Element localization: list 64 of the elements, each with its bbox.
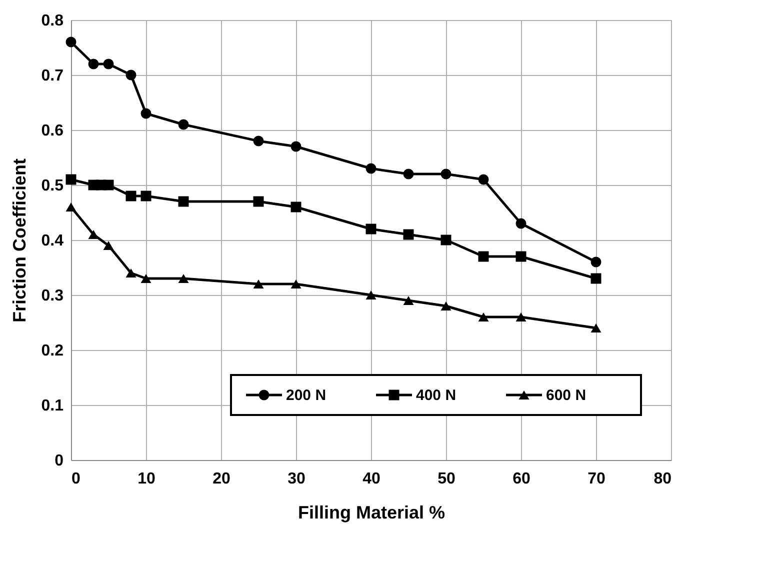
x-axis-title: Filling Material % [298,502,446,522]
point [140,108,152,119]
point [403,296,414,306]
point [253,196,264,207]
point [126,70,136,80]
y-tick-label: 0.5 [41,178,64,194]
x-tick-label: 60 [512,470,530,488]
point [178,274,189,284]
x-tick-label: 40 [362,470,380,488]
point [253,279,264,289]
y-tick-label: 0.8 [41,12,64,30]
y-tick-label: 0.4 [41,232,64,250]
point [290,202,302,212]
point [290,279,302,289]
point [103,58,114,70]
y-tick-label: 0.3 [41,288,64,304]
y-tick-label: 0.6 [41,122,64,140]
point [440,301,452,311]
point [290,141,302,152]
point [440,168,452,180]
point [103,240,114,250]
point [66,36,76,48]
point [403,168,414,180]
point [126,190,136,202]
x-tick-label: 70 [588,470,606,488]
x-tick-label: 80 [654,470,672,488]
legend-label: 600 N [546,387,586,404]
point [516,218,526,229]
point [88,230,99,240]
point [178,196,189,207]
point [366,290,376,300]
point [88,58,99,70]
x-tick-label: 10 [138,470,156,488]
x-tick-label: 0 [72,470,80,488]
point [478,251,489,262]
y-tick-label: 0.2 [41,342,64,360]
point [478,174,489,185]
point [590,256,602,268]
point [140,190,152,202]
y-tick-label: 0.1 [41,398,64,414]
x-tick-label: 30 [288,470,306,488]
point [590,323,602,333]
point [126,268,136,278]
point [366,224,376,234]
legend-label: 200 N [286,387,326,404]
point [66,202,76,212]
x-tick-label: 50 [438,470,456,488]
point [140,274,152,284]
point [178,119,189,130]
point [253,136,264,146]
y-tick-label: 0.7 [41,68,64,84]
point [516,251,526,262]
point [590,273,602,284]
y-axis-title: Friction Coefficient [9,158,30,323]
x-tick-label: 20 [212,470,230,488]
point [103,180,114,190]
point [66,174,76,185]
point [478,312,489,322]
point [516,312,526,322]
point [403,229,414,240]
point [366,163,376,174]
y-tick-label: 0 [54,452,64,470]
point [440,234,452,246]
legend-label: 400 N [416,387,456,404]
